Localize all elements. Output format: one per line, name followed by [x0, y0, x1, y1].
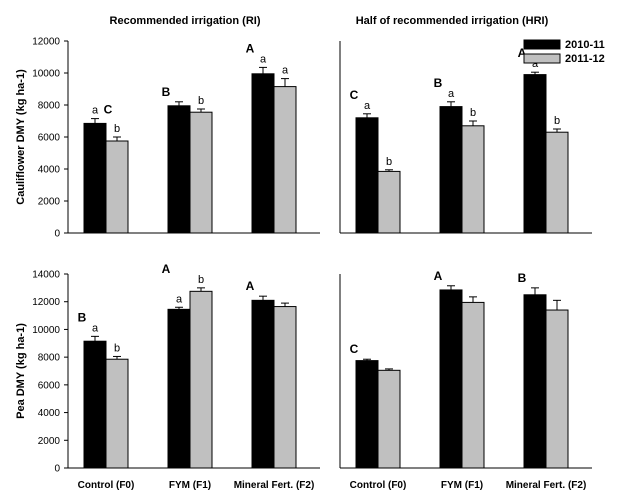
- legend-label: 2011-12: [565, 53, 605, 65]
- panel-4: C Control (F0) A FYM (F1) B Mineral Fert. (F2…: [339, 269, 592, 490]
- y-tick-label: 6000: [38, 133, 61, 144]
- group-letter: B: [518, 271, 527, 285]
- x-category-label: Control (F0): [350, 480, 407, 490]
- y-tick-label: 6000: [38, 380, 61, 391]
- bar-2010-11-2: [167, 105, 191, 234]
- group-letter: C: [350, 342, 359, 356]
- group-letter: A: [246, 41, 255, 55]
- significance-letter: b: [470, 107, 476, 119]
- bar-2011-12-2: [189, 290, 213, 469]
- legend-swatch-2010-11: [523, 39, 561, 50]
- bar-2010-11-3: [523, 74, 547, 234]
- bar-2011-12-2: [461, 125, 485, 234]
- significance-letter: b: [554, 115, 560, 127]
- group-letter: A: [434, 269, 443, 283]
- bar-2011-12-3: [545, 131, 569, 234]
- bar-2011-12-1: [377, 170, 401, 234]
- bar-2010-11-2: [167, 308, 191, 469]
- bar-2011-12-2: [461, 301, 485, 469]
- y-tick-label: 4000: [38, 408, 61, 419]
- y-tick-label: 12000: [32, 297, 60, 308]
- y-tick-label: 0: [54, 229, 60, 240]
- y-tick-label: 12000: [32, 37, 60, 48]
- significance-letter: a: [364, 100, 371, 112]
- significance-letter: a: [92, 105, 99, 117]
- group-letter: C: [350, 88, 359, 102]
- x-category-label: FYM (F1): [169, 480, 211, 490]
- significance-letter: a: [92, 322, 99, 334]
- y-axis-label: Cauliflower DMY (kg ha-1): [15, 69, 27, 205]
- bar-2011-12-1: [377, 369, 401, 469]
- significance-letter: b: [198, 95, 204, 107]
- significance-letter: a: [176, 293, 183, 305]
- y-tick-label: 2000: [38, 436, 61, 447]
- panel-title: Recommended irrigation (RI): [110, 15, 261, 27]
- bar-2010-11-3: [251, 299, 275, 469]
- panel-1: Recommended irrigation (RI) 0 2000 4000 6000…: [15, 15, 320, 240]
- group-letter: A: [246, 279, 255, 293]
- legend-label: 2010-11: [565, 39, 605, 51]
- significance-letter: a: [532, 58, 539, 70]
- y-tick-label: 0: [54, 464, 60, 475]
- y-axis-label: Pea DMY (kg ha-1): [15, 323, 27, 419]
- significance-letter: b: [198, 274, 204, 286]
- y-tick-label: 10000: [32, 325, 60, 336]
- bar-2010-11-3: [251, 73, 275, 234]
- panel-2: Half of recommended irrigation (HRI) a b C a…: [339, 15, 592, 234]
- bar-2010-11-3: [523, 294, 547, 469]
- significance-letter: b: [386, 156, 392, 168]
- group-letter: C: [104, 103, 113, 117]
- significance-letter: a: [282, 65, 289, 77]
- bar-2011-12-1: [105, 140, 129, 234]
- x-category-label: Control (F0): [78, 480, 135, 490]
- group-letter: B: [162, 85, 171, 99]
- group-letter: B: [434, 76, 443, 90]
- bar-2011-12-2: [189, 111, 213, 234]
- significance-letter: a: [448, 88, 455, 100]
- legend-swatch-2011-12: [523, 53, 561, 64]
- group-letter: A: [162, 262, 171, 276]
- panel-3: 0 2000 4000 6000 8000 10000 12000 14000 Pea DMY …: [15, 262, 320, 490]
- y-tick-label: 10000: [32, 69, 60, 80]
- x-category-label: FYM (F1): [441, 480, 483, 490]
- bar-2011-12-3: [273, 306, 297, 469]
- legend: 2010-11 2011-12: [523, 39, 605, 65]
- bar-2010-11-1: [355, 360, 379, 469]
- group-letter: A: [518, 46, 527, 60]
- significance-letter: a: [260, 53, 267, 65]
- significance-letter: b: [114, 342, 120, 354]
- bar-2010-11-1: [355, 117, 379, 234]
- bar-2011-12-1: [105, 358, 129, 469]
- bar-2010-11-1: [83, 122, 107, 234]
- bar-2011-12-3: [545, 309, 569, 469]
- panel-title: Half of recommended irrigation (HRI): [356, 15, 549, 27]
- group-letter: B: [78, 310, 87, 324]
- x-category-label: Mineral Fert. (F2): [234, 480, 315, 490]
- y-tick-label: 14000: [32, 270, 60, 281]
- x-category-label: Mineral Fert. (F2): [506, 480, 587, 490]
- bar-2010-11-1: [83, 340, 107, 469]
- y-tick-label: 2000: [38, 197, 61, 208]
- bar-2011-12-3: [273, 86, 297, 234]
- bar-2010-11-2: [439, 289, 463, 469]
- y-tick-label: 4000: [38, 165, 61, 176]
- y-tick-label: 8000: [38, 101, 61, 112]
- significance-letter: b: [114, 123, 120, 135]
- bar-2010-11-2: [439, 106, 463, 234]
- y-tick-label: 8000: [38, 353, 61, 364]
